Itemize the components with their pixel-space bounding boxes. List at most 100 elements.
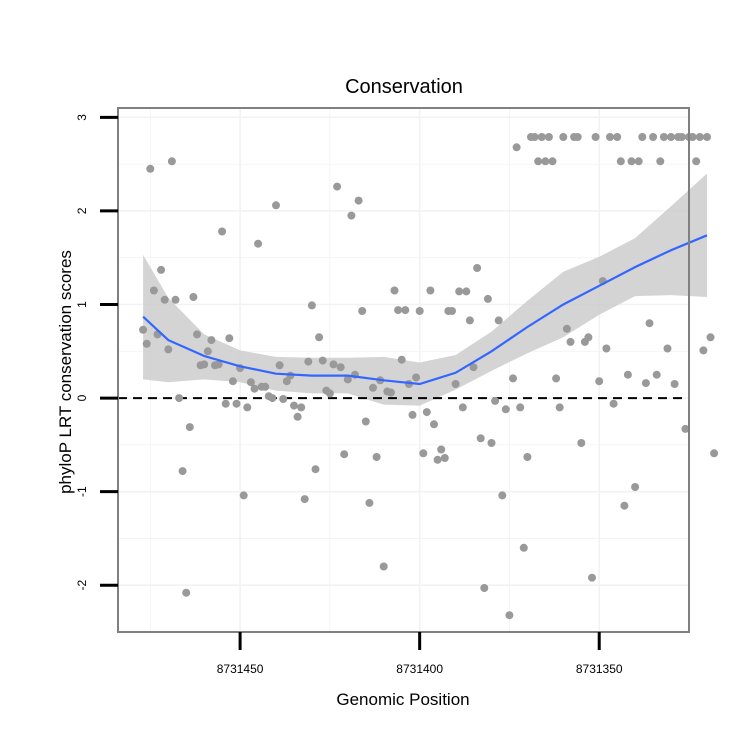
data-point <box>164 345 173 354</box>
y-tick-label: 2 <box>75 207 89 214</box>
data-point <box>487 439 496 447</box>
data-point <box>606 133 614 141</box>
data-point <box>602 344 611 353</box>
y-axis-ticks: -2 -1 0 1 2 3 <box>75 114 118 591</box>
data-point <box>509 374 517 383</box>
data-point <box>656 157 665 166</box>
data-point <box>544 133 553 141</box>
data-point <box>272 201 280 210</box>
y-tick-label: 0 <box>75 394 89 401</box>
data-point <box>430 420 438 429</box>
data-point <box>182 588 191 597</box>
data-point <box>692 157 701 166</box>
data-point <box>171 295 180 304</box>
data-point <box>293 412 302 421</box>
data-point <box>577 439 586 447</box>
data-point <box>261 382 270 391</box>
data-point <box>548 157 557 166</box>
data-point <box>390 286 399 295</box>
data-point <box>616 157 625 166</box>
data-point <box>175 394 184 403</box>
data-point <box>458 403 467 412</box>
data-point <box>304 357 313 366</box>
y-tick-label: -2 <box>75 580 89 591</box>
data-point <box>652 370 661 379</box>
data-point <box>178 467 187 476</box>
x-tick-label: 8731400 <box>396 662 443 676</box>
data-point <box>207 336 216 345</box>
data-point <box>494 316 503 325</box>
data-point <box>584 333 593 342</box>
data-point <box>397 355 406 364</box>
data-point <box>415 307 424 315</box>
data-point <box>358 307 367 315</box>
data-point <box>426 286 435 295</box>
data-point <box>433 455 442 464</box>
data-point <box>501 405 510 414</box>
y-tick-label: 3 <box>75 114 89 121</box>
data-point <box>634 157 643 166</box>
data-point <box>562 324 571 333</box>
data-point <box>232 399 241 408</box>
chart-title: Conservation <box>345 76 463 98</box>
data-point <box>221 399 230 408</box>
smooth-line <box>142 234 708 386</box>
data-point <box>620 501 629 510</box>
data-point <box>465 316 474 325</box>
data-point <box>340 450 349 459</box>
data-point <box>243 403 252 412</box>
data-point <box>677 133 686 141</box>
data-point <box>239 491 248 500</box>
data-point <box>307 301 316 310</box>
data-point <box>641 379 650 388</box>
panel-border <box>117 107 690 633</box>
data-point <box>512 143 521 152</box>
y-axis-label: phyloP LRT conservation scores <box>56 250 75 494</box>
data-point <box>659 133 668 141</box>
data-point <box>469 363 478 372</box>
data-point <box>142 339 151 348</box>
data-point <box>710 449 719 458</box>
data-point <box>516 403 525 412</box>
data-point <box>530 133 539 141</box>
data-point <box>638 133 647 141</box>
smooth-curve-layer <box>142 234 708 386</box>
data-point <box>369 383 377 392</box>
data-point <box>401 306 410 315</box>
data-point <box>541 157 550 166</box>
data-point <box>185 423 194 432</box>
data-point <box>649 133 658 141</box>
data-point <box>537 133 546 141</box>
data-point <box>695 133 704 141</box>
data-point <box>311 465 320 474</box>
data-point <box>505 611 514 620</box>
data-point <box>300 495 309 504</box>
data-point <box>290 401 298 410</box>
x-axis-ticks: 8731450 8731400 8731350 <box>217 632 623 676</box>
data-point <box>361 417 370 426</box>
data-point <box>218 227 227 236</box>
data-point <box>440 454 449 462</box>
data-point <box>555 403 564 412</box>
data-point <box>455 287 464 296</box>
data-point <box>699 346 708 355</box>
data-point <box>225 334 234 343</box>
data-point <box>157 265 166 274</box>
data-point <box>254 239 263 248</box>
data-point <box>336 363 345 372</box>
confidence-ribbon-layer <box>143 173 708 406</box>
data-point <box>149 286 158 295</box>
data-point <box>333 182 342 191</box>
data-point <box>437 445 446 454</box>
data-point <box>688 133 697 141</box>
data-point <box>325 389 334 398</box>
data-point <box>609 399 618 408</box>
data-point <box>523 453 532 461</box>
data-point <box>200 360 209 369</box>
data-point <box>703 133 711 141</box>
data-point <box>203 347 212 356</box>
data-point <box>623 370 632 379</box>
data-point <box>706 333 715 342</box>
data-point <box>315 333 324 342</box>
